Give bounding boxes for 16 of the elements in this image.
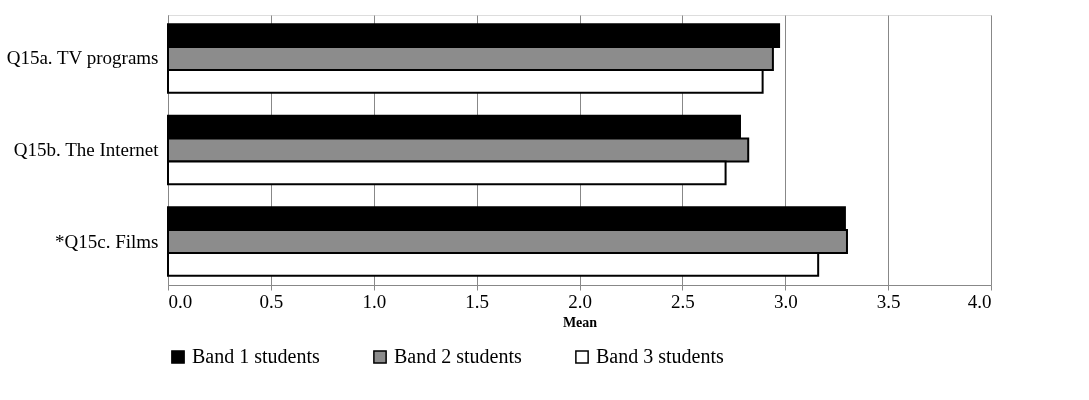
x-tick-label: 1.5 <box>465 290 489 312</box>
x-tick-label: 3.0 <box>773 290 798 312</box>
x-tick-label: 0.0 <box>168 290 193 312</box>
y-tick-label: Q15a. TV programs <box>6 47 159 69</box>
x-tick-label: 0.5 <box>259 290 284 312</box>
x-axis-title: Mean <box>562 314 598 330</box>
x-tick-label: 2.0 <box>568 290 592 312</box>
legend-label: Band 3 students <box>596 345 724 367</box>
x-tick-label: 3.5 <box>876 290 901 312</box>
y-tick-label: *Q15c. Films <box>55 230 159 252</box>
legend-label: Band 1 students <box>192 345 320 367</box>
x-tick-label: 1.0 <box>362 290 387 312</box>
y-tick-label: Q15b. The Internet <box>13 139 160 160</box>
x-tick-label: 4.0 <box>967 290 992 312</box>
legend-label: Band 2 students <box>394 345 522 367</box>
x-tick-label: 2.5 <box>671 290 695 312</box>
